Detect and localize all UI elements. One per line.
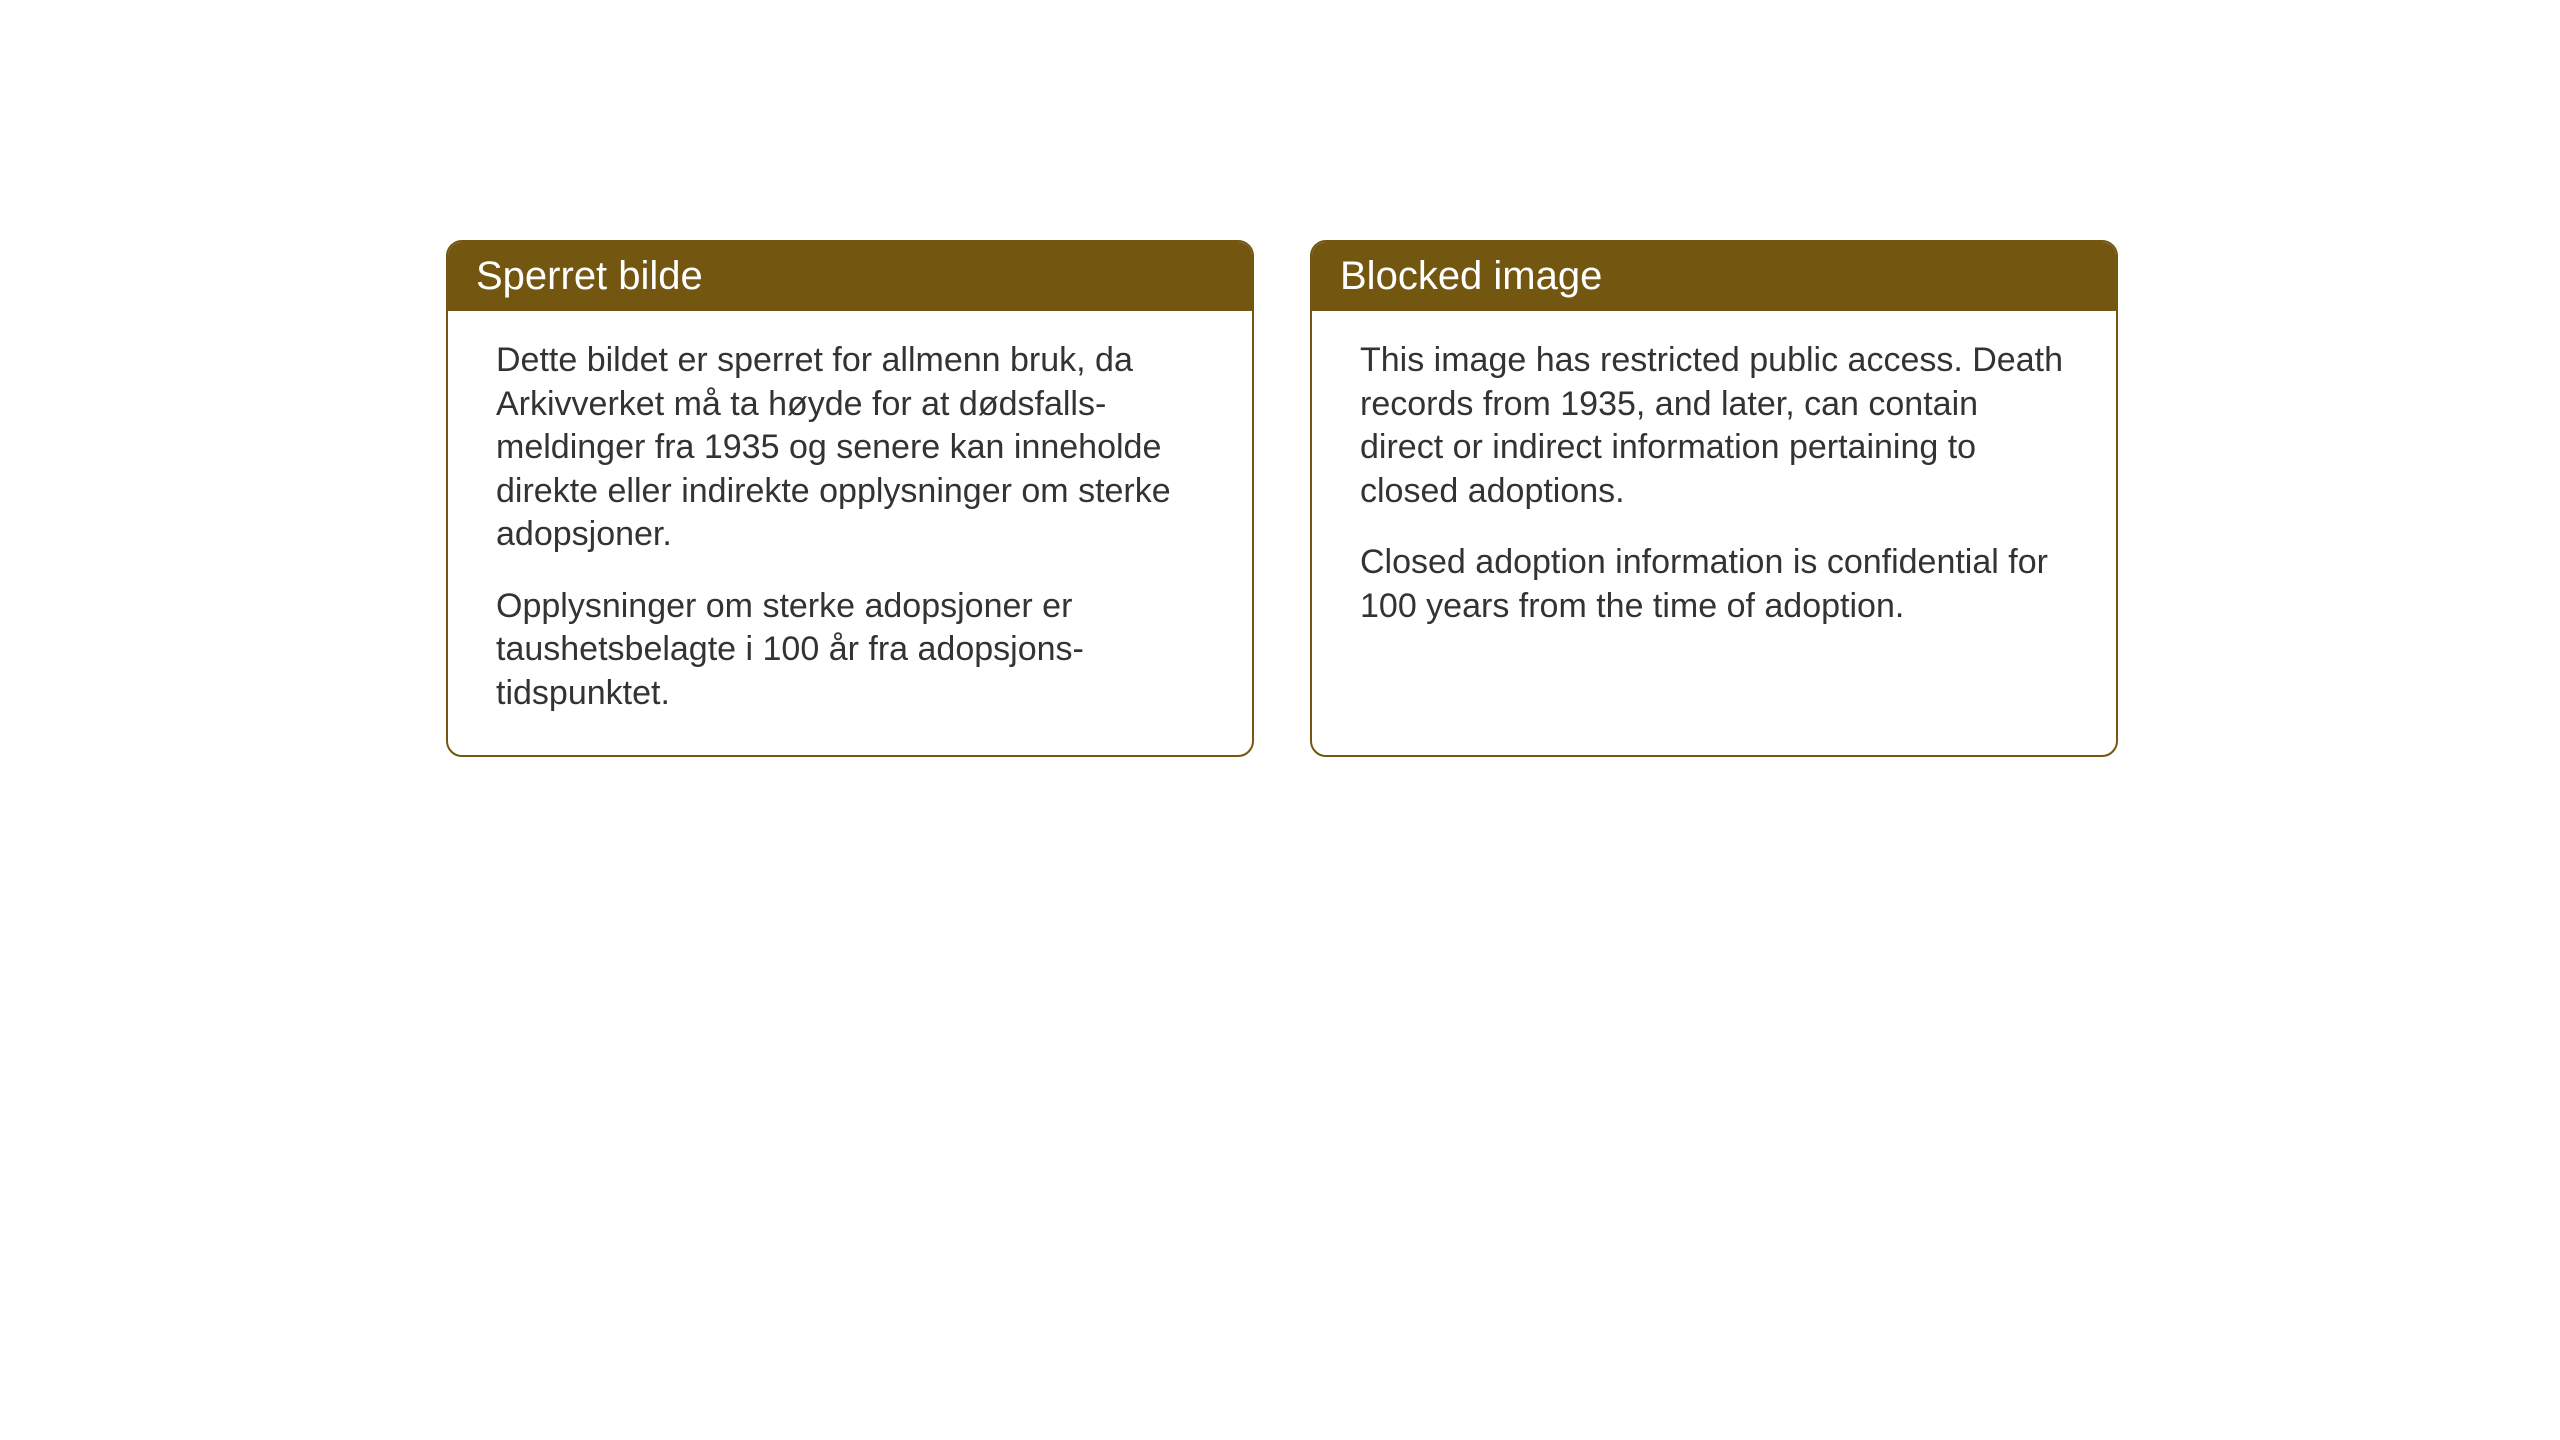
notice-card-english: Blocked image This image has restricted … — [1310, 240, 2118, 757]
card-paragraph: This image has restricted public access.… — [1360, 339, 2068, 513]
card-paragraph: Closed adoption information is confident… — [1360, 541, 2068, 628]
card-title: Blocked image — [1340, 254, 1602, 298]
card-body: This image has restricted public access.… — [1312, 311, 2116, 668]
card-body: Dette bildet er sperret for allmenn bruk… — [448, 311, 1252, 755]
card-header: Sperret bilde — [448, 242, 1252, 311]
notice-card-norwegian: Sperret bilde Dette bildet er sperret fo… — [446, 240, 1254, 757]
card-paragraph: Opplysninger om sterke adopsjoner er tau… — [496, 585, 1204, 716]
notice-container: Sperret bilde Dette bildet er sperret fo… — [446, 240, 2118, 757]
card-paragraph: Dette bildet er sperret for allmenn bruk… — [496, 339, 1204, 557]
card-header: Blocked image — [1312, 242, 2116, 311]
card-title: Sperret bilde — [476, 254, 703, 298]
